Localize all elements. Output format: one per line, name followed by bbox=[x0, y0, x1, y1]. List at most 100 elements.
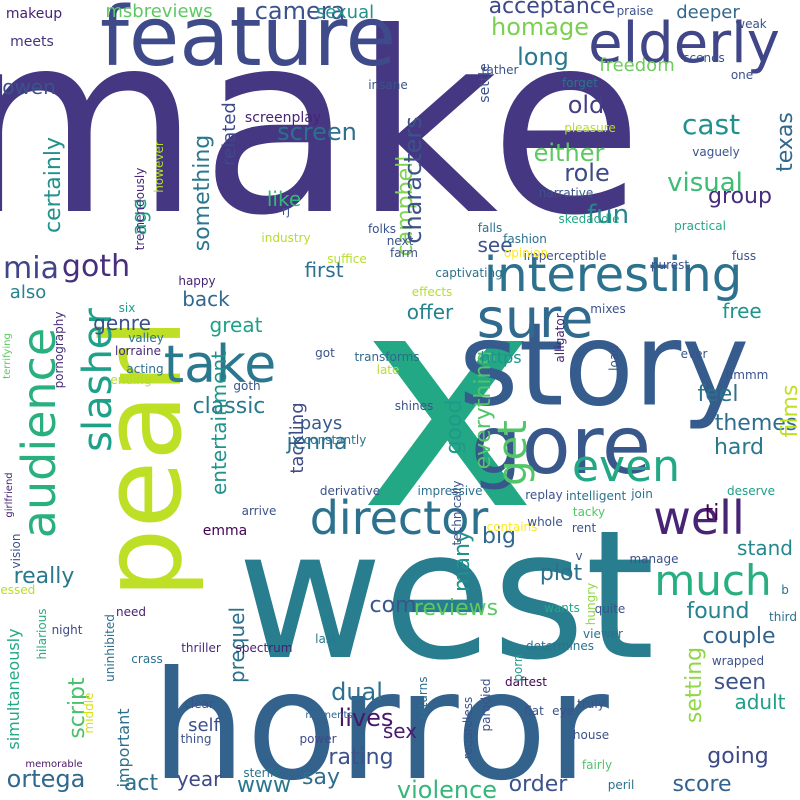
word-flat-125: flat bbox=[524, 704, 544, 718]
word-third-139: third bbox=[769, 610, 797, 624]
word-load-169: load bbox=[607, 345, 621, 371]
word-forget-188: forget bbox=[562, 76, 598, 90]
word-fashion-177: fashion bbox=[503, 232, 547, 246]
word-wants-136: wants bbox=[544, 601, 580, 615]
word-need-107: need bbox=[116, 605, 146, 619]
word-alligator-168: alligator bbox=[553, 313, 567, 363]
word-either-36: either bbox=[533, 139, 605, 167]
word-cast-33: cast bbox=[681, 108, 741, 141]
word-well-16: well bbox=[653, 491, 745, 545]
word-crass-108: crass bbox=[131, 652, 163, 666]
word-order-91: order bbox=[508, 772, 568, 797]
word-next-179: next bbox=[386, 234, 414, 248]
word-something-44: something bbox=[190, 134, 215, 252]
word-hilarious-109: hilarious bbox=[35, 608, 49, 660]
word-porn-133: porn bbox=[511, 654, 525, 682]
word-thriller-111: thriller bbox=[181, 641, 221, 655]
word-whole-145: whole bbox=[527, 515, 563, 529]
word-feature-6: feature bbox=[99, 0, 397, 85]
word-take-11: take bbox=[163, 335, 277, 395]
word-make-0: make bbox=[0, 0, 644, 270]
word-memorable-117: memorable bbox=[25, 759, 83, 770]
word-transforms-157: transforms bbox=[354, 350, 420, 364]
word-jenna-59: jenna bbox=[286, 430, 348, 455]
word-tacky-143: tacky bbox=[572, 505, 606, 519]
word-parodied-124: parodied bbox=[479, 678, 493, 732]
word-skedaddle-184: skedaddle bbox=[558, 212, 620, 226]
word-stand-70: stand bbox=[737, 536, 793, 560]
word-hungry-138: hungry bbox=[584, 582, 598, 626]
word-role-37: role bbox=[564, 159, 610, 187]
word-spectrum-112: spectrum bbox=[235, 641, 293, 655]
word-sterile-120: sterile bbox=[243, 766, 281, 780]
word-great-53: great bbox=[209, 313, 263, 337]
word-peril-130: peril bbox=[607, 778, 635, 792]
word-thing-115: thing bbox=[180, 732, 212, 746]
word-reviews-76: reviews bbox=[413, 596, 499, 621]
word-com-75: com bbox=[369, 593, 417, 618]
word-characters-35: characters bbox=[399, 116, 427, 244]
word-v-141: v bbox=[575, 549, 583, 563]
word-vaguely-186: vaguely bbox=[692, 145, 740, 159]
word-related-47: related bbox=[219, 102, 240, 166]
word-hard-64: hard bbox=[713, 435, 765, 460]
word-happy-164: happy bbox=[178, 274, 216, 288]
word-acting-160: acting bbox=[126, 362, 164, 376]
word-old-38: old bbox=[567, 91, 605, 119]
word-valley-162: valley bbox=[128, 331, 164, 345]
word-screen-32: screen bbox=[277, 118, 357, 146]
word-ending-159: ending bbox=[110, 373, 152, 387]
word-rather-191: rather bbox=[481, 63, 519, 77]
word-adult-81: adult bbox=[734, 690, 786, 714]
word-last-113: last bbox=[315, 632, 337, 646]
word-interesting-9: interesting bbox=[483, 247, 743, 303]
word-replay-148: replay bbox=[525, 488, 563, 502]
word-rj-196: rj bbox=[281, 204, 291, 218]
word-much-17: much bbox=[654, 556, 772, 605]
word-vision-104: vision bbox=[9, 533, 23, 569]
word-get-18: get bbox=[490, 420, 536, 486]
word-girlfriend-103: girlfriend bbox=[4, 472, 15, 518]
word-shines-155: shines bbox=[394, 399, 434, 413]
word-big-68: big bbox=[481, 524, 517, 549]
word-messed-105: messed bbox=[0, 583, 36, 597]
word-also-54: also bbox=[9, 282, 47, 303]
word-ortega-93: ortega bbox=[6, 765, 86, 793]
word-praise-193: praise bbox=[616, 4, 654, 18]
word-ti-69: ti bbox=[704, 501, 720, 526]
word-going-83: going bbox=[707, 744, 769, 769]
word-practical-183: practical bbox=[674, 219, 726, 233]
word-like-45: like bbox=[266, 187, 302, 211]
word-pays-60: pays bbox=[299, 413, 343, 434]
word-sexual-31: sexual bbox=[315, 2, 375, 23]
word-www-96: www bbox=[237, 773, 291, 798]
word-house-128: house bbox=[572, 728, 610, 742]
word-freedom-28: freedom bbox=[599, 55, 675, 76]
word-got-165: got bbox=[315, 346, 335, 360]
word-free-56: free bbox=[722, 299, 762, 323]
word-goth-20: goth bbox=[61, 249, 131, 284]
word-effects-166: effects bbox=[411, 285, 453, 299]
word-moments-116: moments bbox=[305, 710, 353, 721]
word-see-49: see bbox=[477, 233, 513, 257]
word-returns-121: returns bbox=[416, 676, 430, 720]
word-determines-132: determines bbox=[525, 639, 595, 653]
word-texas-42: texas bbox=[773, 112, 798, 172]
word-elderly-8: elderly bbox=[588, 11, 780, 76]
word-constantly-153: constantly bbox=[303, 433, 367, 447]
word-industry-197: industry bbox=[261, 231, 311, 245]
word-rent-142: rent bbox=[571, 521, 597, 535]
word-simultaneously-98: simultaneously bbox=[4, 628, 23, 750]
word-offer-55: offer bbox=[406, 300, 454, 324]
word-setting-82: setting bbox=[682, 646, 707, 724]
word-genre-52: genre bbox=[93, 311, 151, 335]
word-technically-151: technically bbox=[450, 480, 464, 546]
word-plot-71: plot bbox=[539, 561, 583, 586]
word-uninhibited-110: uninhibited bbox=[103, 614, 117, 682]
word-contains-144: contains bbox=[486, 520, 538, 534]
word-director-15: director bbox=[309, 491, 489, 545]
word-long-23: long bbox=[517, 43, 569, 71]
word-insane-190: insane bbox=[368, 78, 408, 92]
word-farm-178: farm bbox=[390, 246, 418, 260]
word-story-5: story bbox=[458, 298, 750, 433]
